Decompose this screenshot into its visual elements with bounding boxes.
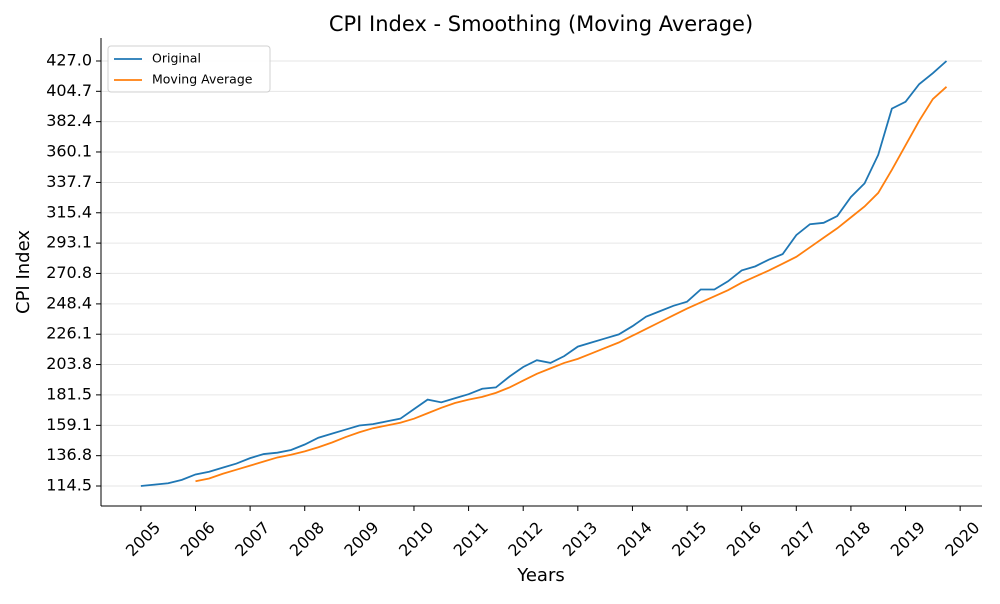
- y-tick-label: 337.7: [46, 172, 92, 191]
- x-tick-label: 2005: [122, 518, 164, 560]
- y-tick-label: 181.5: [46, 384, 92, 403]
- y-tick-label: 270.8: [46, 263, 92, 282]
- x-axis-label: Years: [516, 565, 565, 586]
- y-tick-label: 203.8: [46, 354, 92, 373]
- x-tick-label: 2008: [286, 518, 328, 560]
- x-tick-label: 2016: [723, 518, 765, 560]
- y-tick-label: 114.5: [46, 476, 92, 495]
- y-tick-label: 404.7: [46, 81, 92, 100]
- y-tick-label: 159.1: [46, 415, 92, 434]
- chart-title: CPI Index - Smoothing (Moving Average): [329, 12, 753, 36]
- y-tick-label: 382.4: [46, 111, 92, 130]
- x-tick-label: 2007: [231, 518, 273, 560]
- x-tick-label: 2020: [941, 518, 983, 560]
- x-tick-label: 2015: [668, 518, 710, 560]
- x-tick-label: 2011: [450, 518, 492, 560]
- x-tick-label: 2014: [614, 518, 656, 560]
- legend-label: Original: [152, 51, 201, 66]
- x-tick-label: 2013: [559, 518, 601, 560]
- x-tick-label: 2017: [777, 518, 819, 560]
- y-tick-label: 226.1: [46, 324, 92, 343]
- x-tick-label: 2012: [504, 518, 546, 560]
- legend-label: Moving Average: [152, 72, 253, 87]
- data-line: [195, 86, 948, 483]
- y-tick-label: 248.4: [46, 293, 92, 312]
- x-tick-label: 2019: [887, 518, 929, 560]
- y-tick-label: 315.4: [46, 202, 92, 221]
- x-tick-label: 2018: [832, 518, 874, 560]
- y-tick-label: 360.1: [46, 141, 92, 160]
- data-line: [140, 60, 948, 487]
- x-tick-label: 2010: [395, 518, 437, 560]
- y-tick-label: 427.0: [46, 50, 92, 69]
- legend-box: [107, 45, 271, 93]
- y-tick-label: 293.1: [46, 233, 92, 252]
- x-tick-label: 2006: [177, 518, 219, 560]
- y-tick-label: 136.8: [46, 445, 92, 464]
- x-tick-label: 2009: [340, 518, 382, 560]
- y-axis-label: CPI Index: [13, 230, 34, 314]
